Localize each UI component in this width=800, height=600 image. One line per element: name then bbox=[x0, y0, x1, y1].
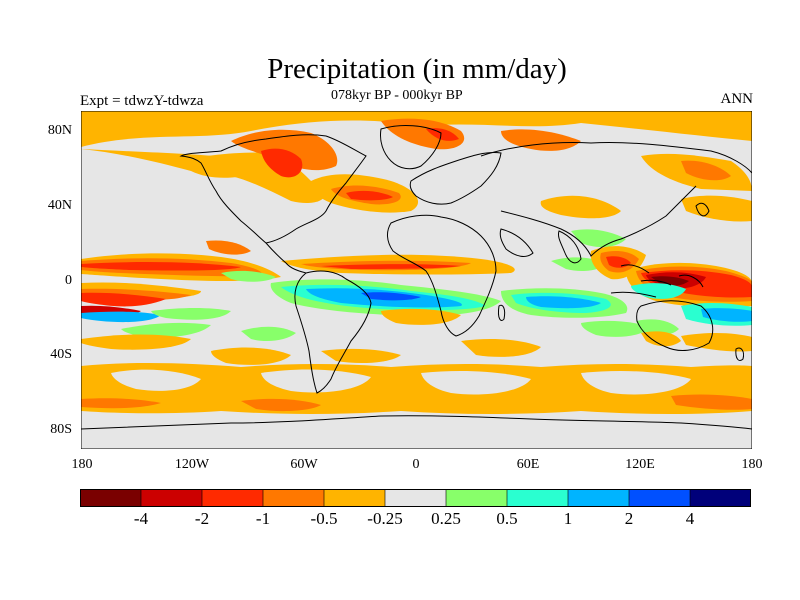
colorbar-tick-label: 4 bbox=[685, 509, 695, 528]
anomaly-region bbox=[261, 369, 371, 393]
lon-tick-label: 180 bbox=[71, 457, 93, 472]
colorbar-swatch bbox=[262, 489, 325, 507]
anomaly-region bbox=[211, 347, 291, 365]
colorbar-tick-label: -1 bbox=[255, 509, 271, 528]
anomaly-region bbox=[571, 229, 626, 248]
lat-tick-label: 40S bbox=[50, 347, 72, 362]
coastline-antarctica bbox=[81, 415, 752, 430]
colorbar-swatch bbox=[567, 489, 630, 507]
coastline-greenland bbox=[380, 125, 442, 170]
anomaly-region bbox=[81, 398, 161, 409]
colorbar-tick-label: 0.5 bbox=[496, 509, 518, 528]
season-label: ANN bbox=[720, 91, 754, 107]
anomaly-region bbox=[426, 128, 459, 141]
colorbar-frame bbox=[80, 489, 751, 507]
coastline-africa bbox=[387, 214, 497, 337]
coastline-new-zealand bbox=[735, 347, 744, 362]
colorbar-tick-label: 0.25 bbox=[431, 509, 461, 528]
anomaly-region bbox=[636, 319, 679, 336]
anomaly-region bbox=[221, 270, 276, 282]
anomaly-region bbox=[321, 264, 461, 269]
colorbar-swatch bbox=[384, 489, 447, 507]
anomaly-region bbox=[81, 262, 241, 271]
colorbar-tick-label: 1 bbox=[563, 509, 573, 528]
lon-tick-label: 120E bbox=[625, 457, 655, 472]
anomaly-region bbox=[241, 326, 296, 341]
coastlines bbox=[81, 125, 752, 430]
anomaly-region bbox=[111, 369, 201, 391]
coastline-australia bbox=[636, 300, 714, 351]
lat-tick-label: 80N bbox=[47, 123, 72, 138]
coastline-north-america bbox=[179, 134, 367, 244]
coastline-arabia bbox=[499, 228, 534, 257]
lat-tick-label: 80S bbox=[50, 422, 72, 437]
coastline-madagascar bbox=[498, 304, 506, 321]
colorbar-swatch bbox=[201, 489, 264, 507]
anomaly-region bbox=[261, 148, 303, 178]
precipitation-map bbox=[81, 111, 752, 449]
anomaly-region bbox=[631, 283, 686, 299]
anomaly-region bbox=[421, 371, 531, 395]
map-title: Precipitation (in mm/day) bbox=[267, 53, 567, 85]
colorbar-tick-label: 2 bbox=[624, 509, 634, 528]
anomaly-region bbox=[361, 292, 421, 301]
lon-tick-label: 120W bbox=[174, 457, 210, 472]
anomaly-region bbox=[681, 333, 752, 352]
coastline-maritime-continent bbox=[610, 264, 704, 298]
lon-tick-label: 60W bbox=[290, 457, 318, 472]
colorbar-swatch bbox=[689, 489, 751, 507]
colorbar-swatch bbox=[80, 489, 142, 507]
anomaly-region bbox=[681, 160, 731, 181]
anomaly-region bbox=[81, 334, 191, 350]
colorbar-tick-label: -0.5 bbox=[310, 509, 338, 528]
lat-tick-label: 40N bbox=[47, 198, 72, 213]
coastline-asia bbox=[480, 142, 752, 257]
anomaly-region bbox=[81, 111, 752, 147]
anomaly-region bbox=[681, 195, 752, 222]
precipitation-anomaly-fields bbox=[81, 111, 752, 414]
lon-tick-label: 0 bbox=[412, 457, 420, 472]
colorbar bbox=[80, 489, 751, 507]
coastline-europe bbox=[409, 152, 502, 205]
anomaly-region bbox=[526, 296, 601, 309]
anomaly-region bbox=[540, 195, 621, 219]
anomaly-region bbox=[151, 308, 231, 320]
colorbar-tick-label: -4 bbox=[133, 509, 149, 528]
colorbar-swatch bbox=[323, 489, 386, 507]
anomaly-region bbox=[581, 320, 651, 337]
anomaly-region bbox=[81, 292, 166, 307]
anomaly-region bbox=[641, 331, 681, 347]
coastline-south-america bbox=[294, 270, 372, 394]
coastline-japan bbox=[695, 202, 710, 217]
anomaly-region bbox=[81, 311, 161, 323]
anomaly-region bbox=[381, 118, 465, 150]
lon-tick-label: 60E bbox=[516, 457, 540, 472]
colorbar-tick-label: -2 bbox=[194, 509, 210, 528]
colorbar-swatch bbox=[628, 489, 691, 507]
anomaly-region bbox=[206, 240, 251, 255]
anomaly-region bbox=[701, 308, 752, 322]
period-label: 078kyr BP - 000kyr BP bbox=[331, 88, 463, 103]
anomaly-region bbox=[461, 339, 541, 357]
anomaly-region bbox=[346, 190, 393, 201]
colorbar-swatch bbox=[140, 489, 203, 507]
anomaly-region bbox=[671, 394, 752, 410]
colorbar-swatch bbox=[445, 489, 508, 507]
experiment-label: Expt = tdwzY-tdwza bbox=[80, 93, 204, 109]
anomaly-region bbox=[121, 322, 211, 338]
anomaly-region bbox=[241, 398, 321, 412]
anomaly-region bbox=[501, 129, 581, 151]
colorbar-tick-label: -0.25 bbox=[367, 509, 403, 528]
coastline-india bbox=[558, 230, 582, 264]
coastline-central-america bbox=[265, 242, 307, 274]
anomaly-region bbox=[581, 371, 691, 395]
lat-tick-label: 0 bbox=[65, 273, 72, 288]
colorbar-swatch bbox=[506, 489, 569, 507]
lon-tick-label: 180 bbox=[741, 457, 763, 472]
